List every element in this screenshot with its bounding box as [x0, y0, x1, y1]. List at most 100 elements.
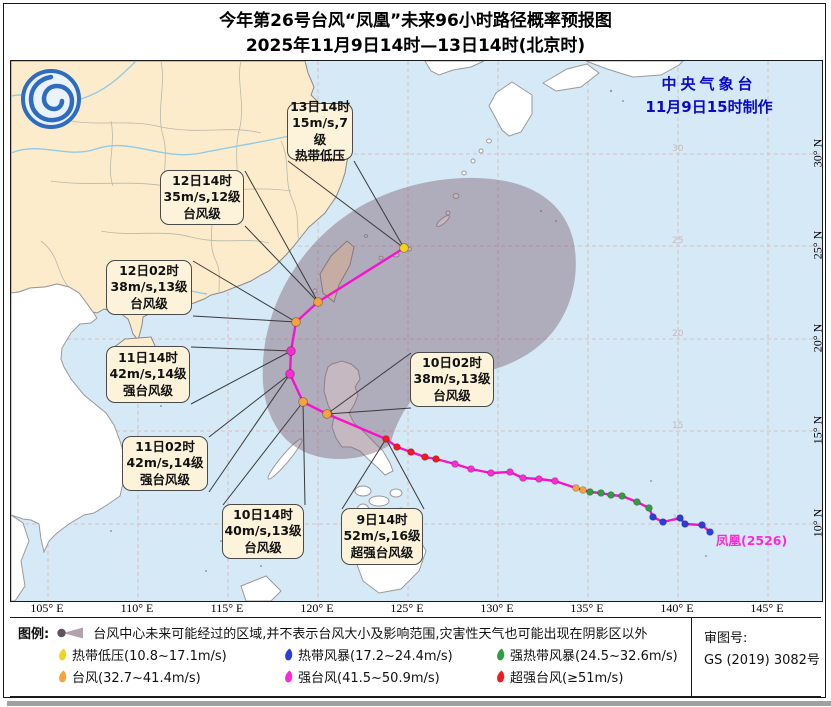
- leader-line: [208, 373, 291, 438]
- leader-line: [326, 352, 412, 415]
- lon-tick-label: 105° E: [30, 601, 64, 615]
- page-title: 今年第26号台风“凤凰”未来96小时路径概率预报图 2025年11月9日14时—…: [0, 9, 831, 58]
- track-point-STS: [586, 488, 594, 496]
- typhoon-symbol-icon: [285, 670, 293, 682]
- islet: [363, 234, 369, 238]
- ryukyu-island: [461, 170, 467, 176]
- legend-panel: 图例: 台风中心未来可能经过的区域,并不表示台风大小及影响范围,灾害性天气也可能…: [10, 617, 821, 697]
- forecast-point-STY: [286, 346, 296, 356]
- forecast-category: 台风级: [183, 205, 221, 221]
- lon-tick-label: 145° E: [750, 601, 784, 615]
- leader-line: [222, 401, 304, 506]
- leader-line: [192, 315, 297, 323]
- visayas-island: [368, 495, 390, 507]
- forecast-wind: 40m/s,13级: [224, 523, 302, 539]
- inline-lat-label: 15: [672, 421, 683, 431]
- lon-tick-label: 110° E: [120, 601, 154, 615]
- forecast-time: 9日14时: [356, 511, 408, 527]
- forecast-label-box: 10日14时 40m/s,13级 台风级: [222, 504, 304, 559]
- forecast-category: 台风级: [433, 387, 471, 403]
- track-point-STS: [607, 491, 615, 499]
- forecast-category: 强台风级: [122, 382, 173, 398]
- ryukyu-island: [378, 255, 384, 261]
- cma-logo-icon: [21, 69, 81, 129]
- legend-item: 强台风(41.5~50.9m/s): [284, 667, 496, 686]
- legend-item: 热带低压(10.8~17.1m/s): [58, 645, 284, 664]
- forecast-label-box: 12日02时 38m/s,13级 台风级: [106, 260, 192, 315]
- legend-item-label: 强台风(41.5~50.9m/s): [298, 671, 440, 686]
- track-point-STS: [618, 492, 626, 500]
- forecast-point-TY: [322, 409, 332, 419]
- label-leader-lines: [190, 160, 425, 510]
- leader-line: [208, 373, 291, 493]
- ryukyu-island: [486, 138, 492, 144]
- lon-tick-label: 135° E: [570, 601, 604, 615]
- leader-line: [385, 438, 425, 510]
- leader-line: [302, 401, 306, 506]
- cone-legend-icon: [57, 627, 84, 638]
- foreign-land: [11, 61, 684, 601]
- lat-tick-label: 25° N: [810, 230, 825, 260]
- forecast-point-TY: [291, 317, 301, 327]
- forecast-wind: 52m/s,16级: [343, 528, 421, 544]
- kyushu: [488, 81, 533, 137]
- legend-item-label: 热带低压(10.8~17.1m/s): [72, 649, 227, 664]
- lat-tick-label: 15° N: [810, 415, 825, 445]
- agency-credit: 中央气象台 11月9日15时制作: [600, 73, 818, 118]
- legend-item-label: 超强台风(≥51m/s): [510, 671, 624, 686]
- legend-item: 热带风暴(17.2~24.4m/s): [284, 645, 496, 664]
- forecast-time: 10日02时: [422, 354, 482, 370]
- ryukyu-island: [470, 158, 476, 164]
- typhoon-symbol-icon: [497, 670, 505, 682]
- approval-number: GS (2019) 3082号: [704, 653, 820, 669]
- forecast-time: 13日14时: [290, 98, 350, 114]
- forecast-point-TY: [313, 297, 323, 307]
- penghu: [312, 288, 318, 294]
- palawan: [267, 438, 303, 480]
- forecast-time: 11日02时: [135, 438, 195, 454]
- title-line-1: 今年第26号台风“凤凰”未来96小时路径概率预报图: [219, 11, 612, 31]
- forecast-point-TD: [399, 243, 409, 253]
- borneo-tip: [240, 575, 282, 601]
- bottom-shadow-bar: [7, 701, 831, 706]
- forecast-time: 12日14时: [172, 172, 232, 188]
- forecast-time: 11日14时: [118, 349, 178, 365]
- track-point-STY: [506, 468, 514, 476]
- leader-line: [287, 160, 405, 249]
- track-point-SUPER: [432, 455, 440, 463]
- korea-tip: [424, 61, 485, 76]
- track-point-STY: [467, 465, 475, 473]
- leader-line: [341, 438, 387, 510]
- approval-label: 审图号:: [704, 631, 748, 646]
- visayas-island: [389, 488, 403, 498]
- track-point-SUPER: [393, 443, 401, 451]
- track-point-TS: [659, 518, 667, 526]
- legend-item: 强热带风暴(24.5~32.6m/s): [496, 645, 685, 664]
- forecast-wind: 38m/s,13级: [110, 279, 188, 295]
- track-point-STY: [535, 475, 543, 483]
- lon-tick-label: 140° E: [660, 601, 694, 615]
- legend-item: 超强台风(≥51m/s): [496, 667, 685, 686]
- agency-issued-time: 11月9日15时制作: [645, 97, 773, 116]
- track-point-STY: [519, 474, 527, 482]
- leader-line: [244, 225, 319, 303]
- lat-tick-label: 30° N: [810, 138, 825, 168]
- inline-lat-label: 30: [672, 144, 684, 154]
- cone-legend-note: 台风中心未来可能经过的区域,并不表示台风大小及影响范围,灾害性天气也可能出现在阴…: [93, 627, 648, 642]
- track-point-TS: [706, 528, 714, 536]
- forecast-label-box: 11日14时 42m/s,14级 强台风级: [106, 346, 190, 403]
- storm-name-label: 凤凰(2526): [716, 533, 788, 548]
- approval-box: 审图号: GS (2019) 3082号: [691, 618, 821, 696]
- legend-item-label: 强热带风暴(24.5~32.6m/s): [510, 649, 678, 664]
- legend-items: 热带低压(10.8~17.1m/s) 热带风暴(17.2~24.4m/s) 强热带风…: [58, 645, 685, 686]
- track-point-TY: [579, 486, 587, 494]
- track-point-SUPER: [407, 448, 415, 456]
- ryukyu-island: [452, 193, 460, 199]
- lat-tick-label: 10° N: [810, 508, 825, 538]
- track-point-TS: [698, 521, 706, 529]
- track-point-STY: [551, 477, 559, 485]
- forecast-wind: 42m/s,14级: [126, 455, 204, 471]
- track-point-STY: [451, 460, 459, 468]
- forecast-point-STY: [285, 369, 295, 379]
- track-point-STY: [487, 469, 495, 477]
